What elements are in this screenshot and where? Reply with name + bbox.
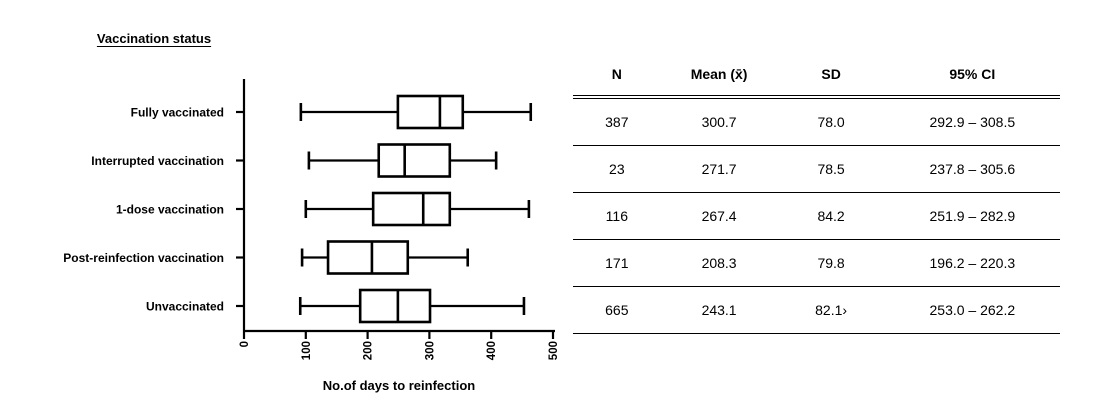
stats-table: N Mean (x̄) SD 95% CI 387 300.7 78.0 292… — [573, 52, 1060, 334]
table-row: 116 267.4 84.2 251.9 – 282.9 — [573, 192, 1060, 240]
cell-mean: 267.4 — [660, 192, 778, 240]
table-row: 387 300.7 78.0 292.9 – 308.5 — [573, 97, 1060, 146]
iqr-box — [358, 288, 432, 324]
category-label: Interrupted vaccination — [91, 154, 224, 168]
cell-n: 116 — [573, 192, 661, 240]
boxplot-1 — [307, 143, 498, 178]
table-header-row: N Mean (x̄) SD 95% CI — [573, 52, 1060, 99]
chart-title: Vaccination status — [96, 31, 212, 46]
boxplot-3 — [300, 240, 470, 275]
x-tick-label: 500 — [548, 341, 560, 360]
x-tick-label: 200 — [363, 341, 375, 360]
cell-mean: 243.1 — [660, 286, 778, 334]
cell-n: 387 — [573, 97, 661, 146]
table-row: 23 271.7 78.5 237.8 – 305.6 — [573, 145, 1060, 193]
boxplot-4 — [298, 288, 526, 324]
cell-n: 665 — [573, 286, 661, 334]
cell-mean: 300.7 — [660, 97, 778, 146]
cell-ci: 196.2 – 220.3 — [884, 239, 1060, 287]
boxplot-0 — [299, 94, 533, 130]
category-label: Fully vaccinated — [131, 106, 224, 120]
boxplot-2 — [304, 191, 531, 227]
cell-sd: 78.0 — [777, 97, 885, 146]
cell-ci: 251.9 – 282.9 — [884, 192, 1060, 240]
x-tick-label: 400 — [486, 341, 498, 360]
cell-n: 171 — [573, 239, 661, 287]
x-axis-label: No.of days to reinfection — [322, 378, 476, 393]
x-tick-label: 0 — [239, 341, 251, 347]
col-header-sd: SD — [777, 52, 885, 99]
col-header-n: N — [573, 52, 661, 99]
iqr-box — [377, 143, 452, 178]
iqr-box — [371, 191, 452, 227]
category-label: 1-dose vaccination — [116, 203, 224, 217]
iqr-box — [396, 94, 465, 130]
table-row: 171 208.3 79.8 196.2 – 220.3 — [573, 239, 1060, 287]
category-label: Unvaccinated — [146, 300, 224, 314]
cell-sd: 78.5 — [777, 145, 885, 193]
boxplot-svg: 0 100 200 300 400 500 Fully vaccinated Interrup… — [63, 79, 560, 360]
cell-mean: 271.7 — [660, 145, 778, 193]
x-tick-label: 300 — [424, 341, 436, 360]
table-row: 665 243.1 82.1› 253.0 – 262.2 — [573, 286, 1060, 334]
cell-sd: 82.1› — [777, 286, 885, 334]
cell-sd: 79.8 — [777, 239, 885, 287]
category-label: Post-reinfection vaccination — [63, 251, 224, 265]
cell-n: 23 — [573, 145, 661, 193]
iqr-box — [326, 240, 410, 275]
col-header-ci: 95% CI — [884, 52, 1060, 99]
cell-ci: 237.8 – 305.6 — [884, 145, 1060, 193]
cell-sd: 84.2 — [777, 192, 885, 240]
col-header-mean: Mean (x̄) — [660, 52, 778, 99]
cell-mean: 208.3 — [660, 239, 778, 287]
x-tick-label: 100 — [301, 341, 313, 360]
cell-ci: 253.0 – 262.2 — [884, 286, 1060, 334]
cell-ci: 292.9 – 308.5 — [884, 97, 1060, 146]
